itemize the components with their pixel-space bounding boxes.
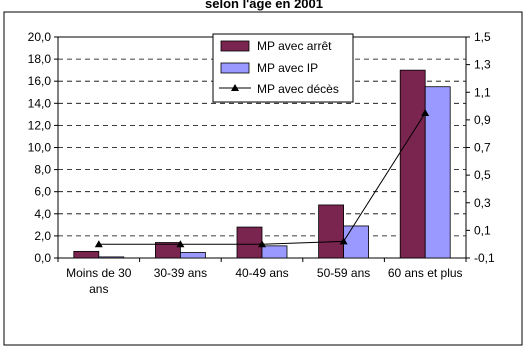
left-tick-label: 6,0: [34, 185, 51, 199]
left-tick-label: 4,0: [34, 207, 51, 221]
left-tick-label: 0,0: [34, 251, 51, 265]
legend-label-ip: MP avec IP: [257, 61, 318, 75]
right-tick-label: 0,5: [474, 168, 491, 182]
left-tick-label: 8,0: [34, 163, 51, 177]
left-tick-label: 18,0: [28, 52, 52, 66]
bar-mp-avec-arret: [73, 250, 100, 259]
x-tick-label: 40-49 ans: [235, 266, 288, 280]
right-tick-label: 1,5: [474, 30, 491, 44]
bar-mp-avec-ip: [343, 225, 370, 259]
bar-mp-avec-arret: [154, 242, 181, 259]
point-mp-avec-deces: [176, 240, 185, 248]
bar-mp-avec-arret: [399, 69, 426, 259]
legend-swatch-ip: [220, 62, 250, 74]
chart-frame: [3, 11, 523, 346]
left-tick-label: 12,0: [28, 118, 52, 132]
right-tick-label: 0,3: [474, 196, 491, 210]
right-tick-label: 0,1: [474, 223, 491, 237]
x-tick-label: Moins de 30 ans: [66, 266, 132, 296]
right-tick-label: 1,3: [474, 58, 491, 72]
left-axis: 0,0 2,0 4,0 6,0 8,0 10,0 12,0 14,0 16,0 18,0 20,0: [28, 30, 58, 265]
right-tick-label: -0,1: [474, 251, 495, 265]
bar-mp-avec-ip: [261, 245, 288, 259]
x-tick-label: 60 ans et plus: [388, 266, 463, 280]
legend-marker-deces: [231, 84, 239, 91]
x-tick-label: 50-59 ans: [317, 266, 370, 280]
point-mp-avec-deces: [94, 240, 103, 248]
gridlines: [58, 58, 466, 237]
bar-mp-avec-arret: [318, 204, 345, 259]
left-tick-label: 2,0: [34, 229, 51, 243]
left-tick-label: 14,0: [28, 96, 52, 110]
right-tick-label: 1,1: [474, 85, 491, 99]
left-tick-label: 10,0: [28, 141, 52, 155]
bars: [73, 69, 451, 259]
point-mp-avec-deces: [421, 108, 430, 116]
left-tick-label: 16,0: [28, 74, 52, 88]
x-tick-label: 30-39 ans: [154, 266, 207, 280]
bar-mp-avec-ip: [424, 86, 451, 259]
right-tick-label: 0,7: [474, 141, 491, 155]
bar-mp-avec-ip: [179, 252, 206, 259]
x-axis: Moins de 30 ans 30-39 ans 40-49 ans 50-59 an…: [57, 258, 467, 296]
legend-label-arret: MP avec arrêt: [257, 39, 332, 53]
legend-label-deces: MP avec décès: [257, 82, 339, 96]
left-tick-label: 20,0: [28, 30, 52, 44]
bar-mp-avec-arret: [236, 226, 263, 259]
legend: MP avec arrêt MP avec IP MP avec décès: [212, 33, 354, 103]
right-tick-label: 0,9: [474, 113, 491, 127]
line-series: [94, 108, 430, 248]
bar-mp-avec-ip: [98, 256, 125, 259]
legend-swatch-arret: [220, 40, 250, 52]
point-mp-avec-deces: [258, 240, 266, 248]
right-axis: -0,1 0,1 0,3 0,5 0,7 0,9 1,1 1,3 1,5: [466, 30, 495, 265]
point-mp-avec-deces: [339, 237, 348, 245]
chart-title: selon l'âge en 2001: [205, 0, 323, 11]
line-mp-avec-deces: [98, 112, 426, 245]
